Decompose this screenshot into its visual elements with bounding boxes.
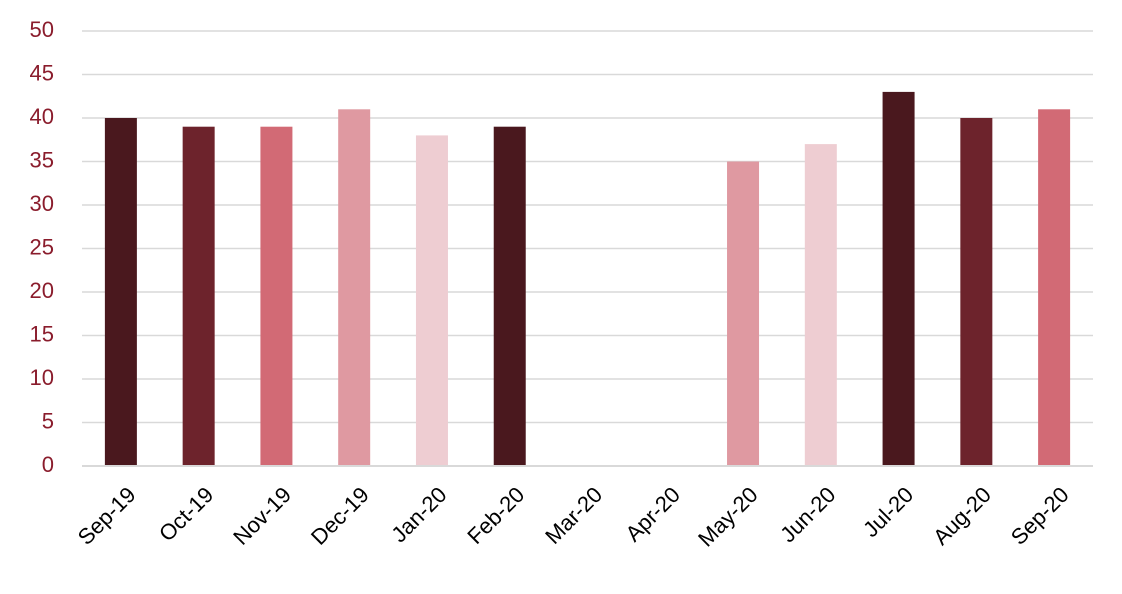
bar: [104, 118, 137, 466]
x-tick-label: Jul-20: [858, 482, 918, 542]
x-tick-label: Feb-20: [462, 482, 529, 549]
x-tick-label: Jun-20: [775, 482, 840, 547]
y-tick-label: 40: [30, 104, 54, 129]
y-tick-label: 25: [30, 234, 54, 259]
x-tick-label: Apr-20: [621, 482, 685, 546]
y-tick-label: 0: [42, 452, 54, 477]
bar: [882, 91, 915, 467]
y-tick-label: 5: [42, 408, 54, 433]
y-tick-label: 30: [30, 191, 54, 216]
y-tick-label: 50: [30, 17, 54, 42]
bar: [1038, 109, 1071, 467]
x-tick-label: Jan-20: [386, 482, 451, 547]
y-tick-label: 45: [30, 60, 54, 85]
bar: [804, 144, 837, 466]
bar: [182, 126, 215, 466]
bar: [960, 118, 993, 466]
y-tick-label: 10: [30, 365, 54, 390]
x-tick-label: Mar-20: [540, 482, 607, 549]
x-tick-label: Oct-19: [154, 482, 218, 546]
bar: [493, 126, 526, 466]
x-tick-label: Dec-19: [306, 482, 374, 550]
x-tick-label: Aug-20: [928, 482, 996, 550]
x-tick-label: Sep-19: [73, 482, 141, 550]
bar: [260, 126, 293, 466]
y-tick-label: 20: [30, 278, 54, 303]
bar: [415, 135, 448, 466]
x-tick-label: May-20: [693, 482, 763, 552]
bar: [338, 109, 371, 467]
x-tick-label: Nov-19: [228, 482, 296, 550]
x-tick-label: Sep-20: [1006, 482, 1074, 550]
y-tick-label: 35: [30, 147, 54, 172]
bar: [727, 161, 760, 466]
y-tick-label: 15: [30, 321, 54, 346]
